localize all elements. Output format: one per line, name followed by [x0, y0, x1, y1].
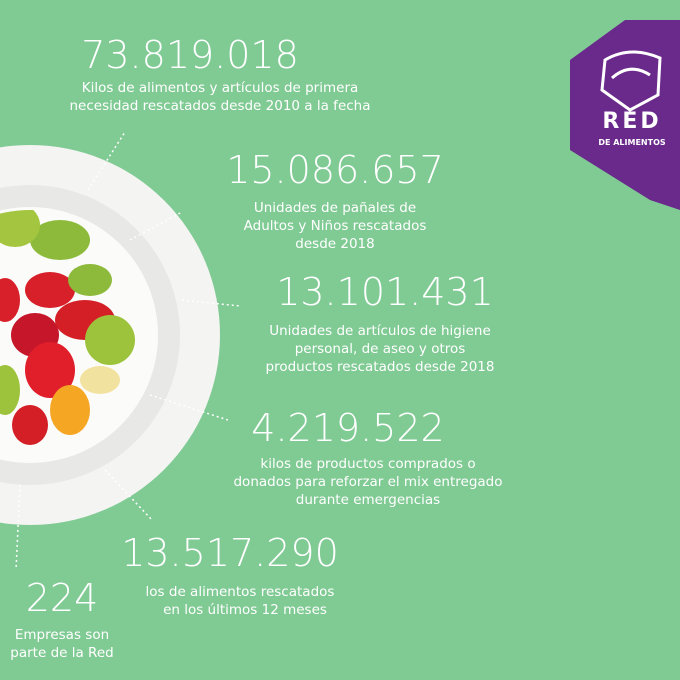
stat-number: 224	[26, 576, 99, 620]
plate	[0, 145, 220, 525]
stat-description: donados para reforzar el mix entregado	[233, 474, 502, 490]
logo-name: RED	[602, 109, 661, 134]
stat-number: 73.819.018	[81, 33, 299, 77]
stat-description: durante emergencias	[296, 492, 440, 508]
stat-description: Unidades de artículos de higiene	[269, 323, 491, 339]
logo-subtitle: DE ALIMENTOS	[598, 138, 666, 147]
stat-description: desde 2018	[295, 236, 374, 252]
logo: RED DE ALIMENTOS	[570, 20, 680, 210]
stat-number: 13.517.290	[121, 531, 339, 575]
stat-description: Kilos de alimentos y artículos de primer…	[82, 80, 359, 96]
stat-description: Adultos y Niños rescatados	[244, 218, 427, 234]
stat-description: Unidades de pañales de	[254, 200, 416, 216]
connectors	[15, 131, 241, 571]
stat-description: Empresas son	[15, 627, 109, 643]
stat-description: parte de la Red	[10, 645, 113, 661]
stat-number: 4.219.522	[251, 406, 444, 450]
stat-number: 13.101.431	[276, 270, 494, 314]
stat-description: productos rescatados desde 2018	[266, 359, 495, 375]
stat-description: personal, de aseo y otros	[295, 341, 466, 357]
stat-description: necesidad rescatados desde 2010 a la fec…	[70, 98, 371, 114]
stat-description: los de alimentos rescatados	[146, 584, 335, 600]
stat-description: kilos de productos comprados o	[260, 456, 475, 472]
stats: 73.819.018 Kilos de alimentos y artículos…	[10, 33, 502, 661]
stat-description: en los últimos 12 meses	[163, 602, 327, 618]
stat-number: 15.086.657	[226, 148, 444, 192]
